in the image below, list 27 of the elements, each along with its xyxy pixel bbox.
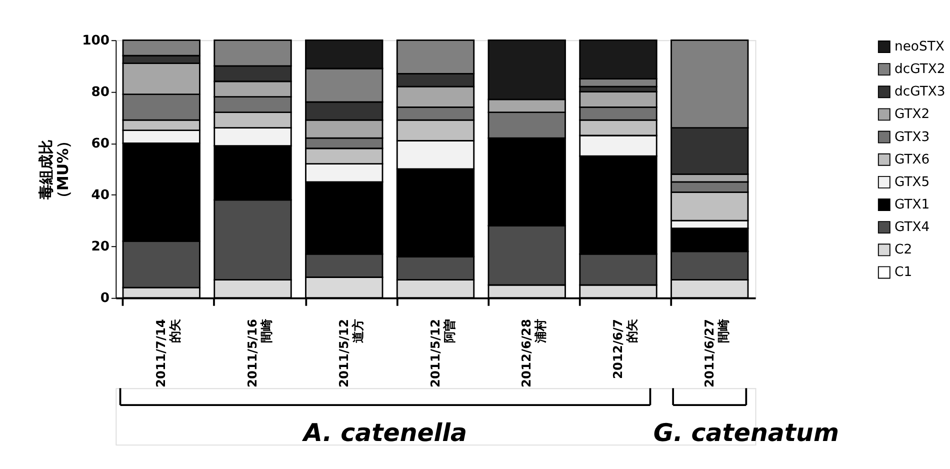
y-tick-label: 0 bbox=[100, 291, 110, 306]
y-tick-label: 20 bbox=[91, 240, 110, 255]
legend-label: C1 bbox=[894, 265, 912, 280]
x-tick-label: 2011/5/16 間崎 bbox=[246, 319, 274, 388]
y-tick-label: 40 bbox=[91, 188, 110, 204]
text: G. catenatum bbox=[653, 418, 839, 447]
legend-label: neoSTX bbox=[894, 39, 944, 54]
y-tick-label: 80 bbox=[91, 84, 110, 100]
legend-label: GTX5 bbox=[894, 174, 930, 190]
x-tick-label: 2011/6/27 間崎 bbox=[702, 319, 730, 388]
y-tick-label: 60 bbox=[91, 136, 110, 152]
x-tick-label: 2011/5/12 阿曽 bbox=[428, 319, 456, 388]
legend-label: dcGTX3 bbox=[894, 84, 946, 100]
y-tick-label: 100 bbox=[82, 33, 110, 48]
legend-label: dcGTX2 bbox=[894, 62, 946, 78]
x-tick-label: 2011/5/12 道方 bbox=[336, 319, 365, 388]
legend-label: GTX2 bbox=[894, 107, 930, 122]
x-tick-label: 2012/6/7 的矢 bbox=[611, 318, 640, 379]
x-tick-label: 2011/7/14 的矢 bbox=[154, 318, 182, 388]
legend-label: C2 bbox=[894, 242, 912, 258]
text: A. catenella bbox=[301, 418, 468, 447]
legend-label: GTX4 bbox=[894, 220, 930, 236]
legend-label: GTX3 bbox=[894, 130, 930, 145]
y-axis-title: 毒組成比（MU%） bbox=[37, 133, 72, 206]
x-tick-label: 2012/6/28 浦村 bbox=[520, 319, 548, 388]
legend-label: GTX6 bbox=[894, 152, 930, 168]
legend-label: GTX1 bbox=[894, 198, 930, 213]
